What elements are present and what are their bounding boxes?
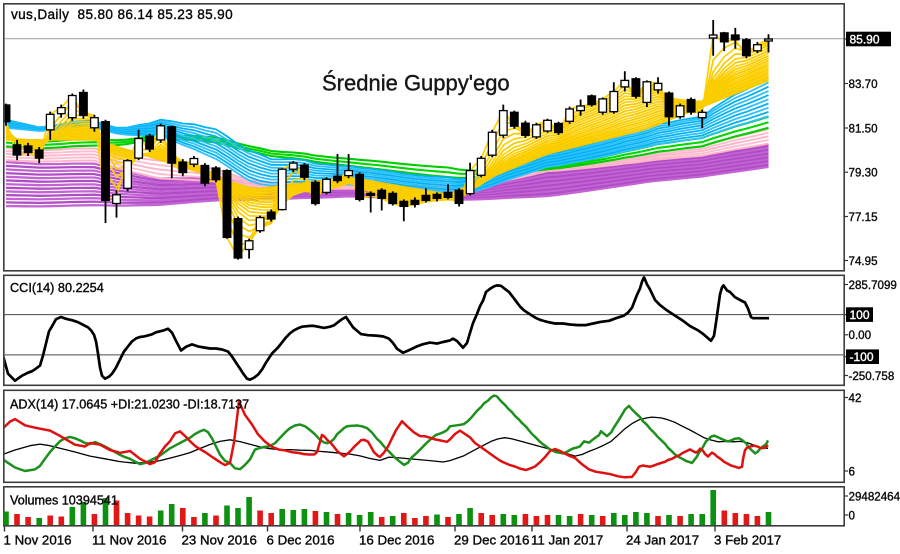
svg-text:1 Nov 2016: 1 Nov 2016 bbox=[4, 533, 72, 548]
svg-text:-250.758: -250.758 bbox=[849, 370, 895, 383]
svg-text:74.95: 74.95 bbox=[849, 255, 878, 268]
svg-text:ADX(14) 17.0645 +DI:21.0230 -D: ADX(14) 17.0645 +DI:21.0230 -DI:18.7137 bbox=[10, 398, 249, 412]
svg-text:-100: -100 bbox=[850, 350, 874, 364]
svg-text:42: 42 bbox=[849, 392, 862, 405]
svg-text:85.90: 85.90 bbox=[850, 32, 880, 46]
svg-text:6: 6 bbox=[849, 465, 855, 478]
svg-text:0: 0 bbox=[849, 509, 855, 522]
svg-text:23 Nov 2016: 23 Nov 2016 bbox=[182, 533, 257, 548]
svg-text:24 Jan 2017: 24 Jan 2017 bbox=[626, 533, 699, 548]
svg-text:6 Dec 2016: 6 Dec 2016 bbox=[267, 533, 335, 548]
svg-text:Średnie Guppy'ego: Średnie Guppy'ego bbox=[322, 71, 510, 96]
svg-text:3 Feb 2017: 3 Feb 2017 bbox=[714, 533, 781, 548]
svg-text:79.30: 79.30 bbox=[849, 167, 878, 180]
svg-text:29 Dec 2016: 29 Dec 2016 bbox=[454, 533, 529, 548]
svg-text:29482464: 29482464 bbox=[849, 490, 900, 503]
svg-text:0.00: 0.00 bbox=[849, 329, 872, 342]
svg-text:vus,Daily 85.80 86.14 85.23 8: vus,Daily 85.80 86.14 85.23 85.90 bbox=[11, 7, 233, 22]
svg-text:100: 100 bbox=[850, 308, 870, 322]
svg-text:81.50: 81.50 bbox=[849, 122, 878, 135]
svg-text:CCI(14) 80.2254: CCI(14) 80.2254 bbox=[10, 281, 104, 295]
svg-text:285.7099: 285.7099 bbox=[849, 279, 897, 292]
svg-text:77.15: 77.15 bbox=[849, 211, 878, 224]
svg-text:11 Jan 2017: 11 Jan 2017 bbox=[531, 533, 603, 548]
svg-text:11 Nov 2016: 11 Nov 2016 bbox=[92, 533, 166, 548]
svg-text:83.70: 83.70 bbox=[849, 78, 878, 91]
svg-text:16 Dec 2016: 16 Dec 2016 bbox=[359, 533, 434, 548]
svg-text:Volumes 10394541: Volumes 10394541 bbox=[10, 494, 118, 508]
